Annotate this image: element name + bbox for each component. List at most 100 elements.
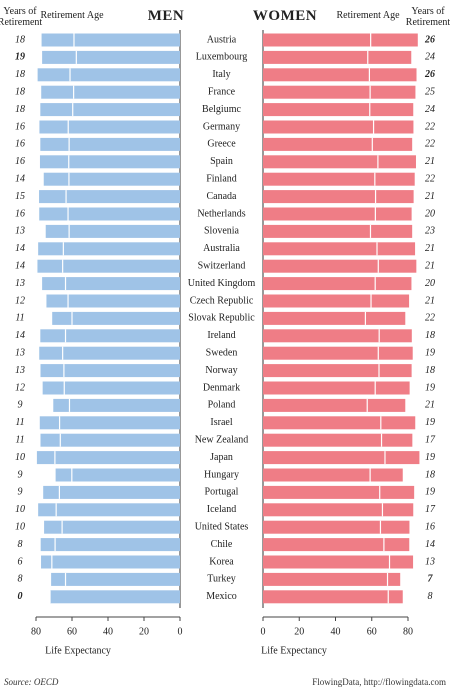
- country-label: Canada: [207, 191, 238, 202]
- retirement-years-bar: [387, 572, 401, 586]
- retirement-years-bar: [52, 311, 72, 325]
- retirement-age-bar: [56, 503, 180, 517]
- retirement-age-bar: [263, 259, 379, 273]
- men-title: MEN: [147, 8, 185, 24]
- years-label: 11: [15, 434, 24, 445]
- retirement-years-bar: [37, 68, 71, 82]
- retirement-age-bar: [263, 155, 378, 169]
- retirement-years-bar: [51, 572, 66, 586]
- retirement-years-bar: [42, 50, 77, 64]
- years-label: 22: [425, 139, 435, 150]
- years-label: 22: [425, 121, 435, 132]
- country-label: Israel: [210, 417, 232, 428]
- retirement-age-bar: [263, 137, 373, 151]
- retirement-years-bar: [38, 503, 57, 517]
- retirement-years-bar: [377, 242, 416, 256]
- retirement-years-bar: [37, 259, 63, 273]
- years-label: 20: [425, 208, 435, 219]
- years-label: 14: [15, 173, 25, 184]
- retirement-years-bar: [370, 33, 418, 47]
- retirement-years-bar: [39, 346, 63, 360]
- retirement-age-bar: [73, 33, 180, 47]
- retirement-years-bar: [42, 381, 65, 395]
- retirement-age-bar: [55, 538, 180, 552]
- retirement-years-bar: [39, 190, 67, 204]
- retirement-age-bar: [263, 172, 375, 186]
- retirement-age-bar: [72, 103, 180, 117]
- country-label: Turkey: [207, 574, 236, 585]
- retirement-age-bar: [263, 85, 371, 99]
- years-label: 18: [425, 469, 435, 480]
- years-label: 16: [425, 521, 435, 532]
- retirement-years-bar: [40, 433, 61, 447]
- retirement-years-bar: [40, 329, 66, 343]
- years-label: 13: [15, 365, 25, 376]
- retirement-age-bar: [66, 190, 180, 204]
- retirement-age-bar: [63, 242, 180, 256]
- years-label: 18: [425, 330, 435, 341]
- retirement-years-bar: [370, 224, 413, 238]
- retirement-age-bar: [68, 120, 180, 134]
- retirement-age-bar: [59, 485, 180, 499]
- retirement-years-bar: [39, 120, 69, 134]
- retirement-years-bar: [375, 277, 412, 291]
- retirement-age-bar: [263, 277, 376, 291]
- retirement-age-bar: [65, 277, 180, 291]
- country-label: Czech Republic: [190, 295, 254, 306]
- retirement-age-bar: [62, 259, 180, 273]
- country-label: Hungary: [204, 469, 239, 480]
- retirement-years-bar: [375, 207, 412, 221]
- retirement-age-bar: [54, 451, 180, 465]
- retirement-years-bar: [39, 155, 69, 169]
- x-tick-label: 60: [67, 626, 77, 637]
- country-label: Portugal: [205, 487, 239, 498]
- country-label: Switzerland: [198, 260, 246, 271]
- years-label: 21: [425, 156, 435, 167]
- retirement-age-bar: [263, 503, 383, 517]
- years-label: 18: [15, 86, 25, 97]
- years-label: 0: [18, 591, 23, 602]
- x-tick-label: 80: [403, 626, 413, 637]
- retirement-years-bar: [380, 416, 416, 430]
- x-tick-label: 20: [294, 626, 304, 637]
- retirement-age-bar: [71, 468, 180, 482]
- retirement-years-bar: [43, 172, 69, 186]
- years-label: 14: [15, 330, 25, 341]
- women-title: WOMEN: [252, 8, 318, 24]
- retirement-age-bar: [263, 416, 381, 430]
- years-label: 13: [15, 226, 25, 237]
- retirement-years-bar: [40, 538, 56, 552]
- years-label: 8: [18, 574, 23, 585]
- years-label: 16: [15, 121, 25, 132]
- x-axis-label: Life Expectancy: [261, 645, 327, 656]
- retirement-years-bar: [40, 364, 64, 378]
- country-label: Belgiumc: [202, 104, 241, 115]
- years-label: 19: [15, 52, 25, 63]
- retirement-age-bar: [263, 103, 370, 117]
- country-label: Luxembourg: [196, 52, 247, 63]
- country-label: Ireland: [207, 330, 235, 341]
- retirement-years-bar: [41, 85, 74, 99]
- retirement-age-bar: [263, 33, 371, 47]
- retirement-years-bar: [389, 555, 414, 569]
- years-label: 21: [425, 260, 435, 271]
- credit: FlowingData, http://flowingdata.com: [312, 677, 446, 687]
- years-label: 14: [15, 260, 25, 271]
- retirement-age-bar: [69, 137, 180, 151]
- retirement-age-bar: [65, 572, 180, 586]
- retirement-years-bar: [384, 451, 420, 465]
- country-label: Iceland: [207, 504, 236, 515]
- country-label: Korea: [209, 556, 234, 567]
- retirement-age-bar: [263, 207, 376, 221]
- country-label: Mexico: [206, 591, 237, 602]
- retirement-years-bar: [378, 346, 413, 360]
- retirement-age-bar: [72, 311, 180, 325]
- header-years: Years of Retirement: [405, 6, 450, 28]
- retirement-age-bar: [263, 294, 372, 308]
- years-label: 18: [425, 365, 435, 376]
- retirement-age-bar: [263, 329, 380, 343]
- retirement-years-bar: [375, 190, 414, 204]
- retirement-years-bar: [381, 433, 413, 447]
- x-tick-label: 40: [331, 626, 341, 637]
- years-label: 16: [15, 139, 25, 150]
